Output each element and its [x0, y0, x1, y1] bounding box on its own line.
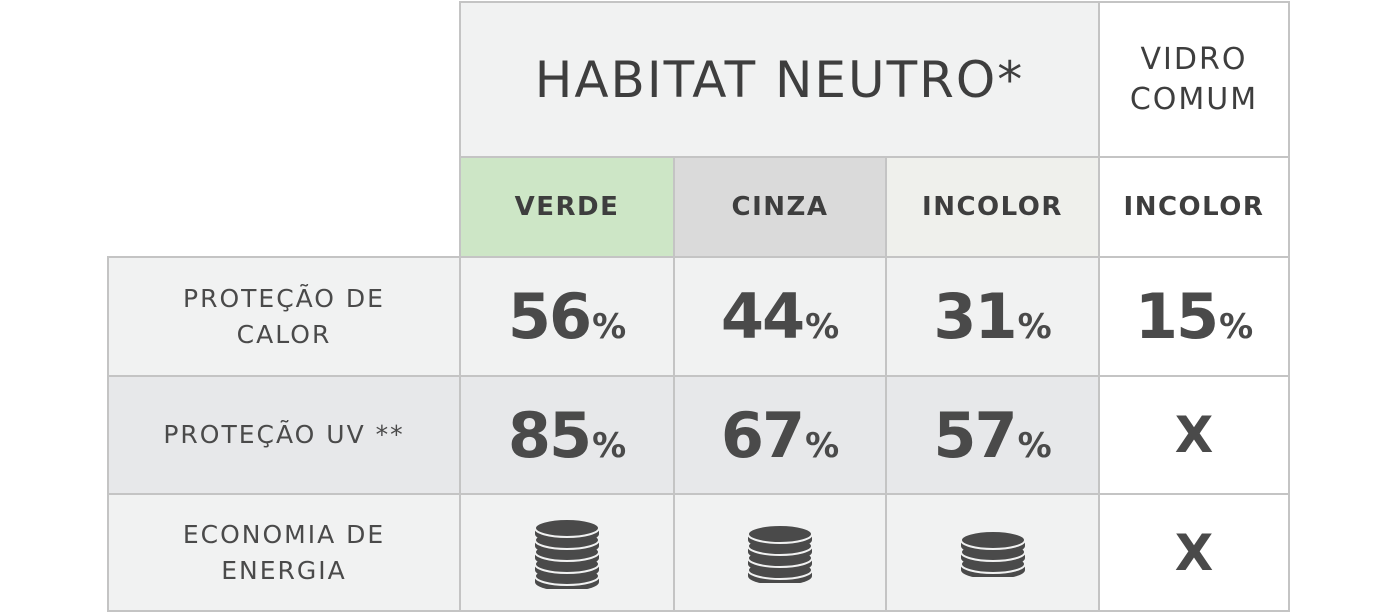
energy-incolor-comum-cell: X [1098, 493, 1290, 612]
heat-verde-value: 56% [507, 280, 627, 353]
coin [534, 517, 600, 538]
habitat-neutro-title: HABITAT NEUTRO* [534, 50, 1025, 109]
coin-stack-svg [534, 517, 600, 589]
row-label-heat-line1: PROTEÇÃO DE [183, 283, 385, 313]
row-label-uv-text: PROTEÇÃO UV ** [163, 420, 405, 449]
heat-cinza-value: 44% [720, 280, 840, 353]
column-label-cinza: CINZA [731, 192, 829, 222]
row-label-heat-line2: CALOR [236, 319, 332, 349]
row-label-energy-line1: ECONOMIA DE [182, 519, 386, 549]
column-header-verde: VERDE [459, 156, 675, 258]
uv-incolor-habitat-value: 57% [933, 398, 1052, 472]
heat-incolor-comum-value: 15% [1134, 280, 1254, 353]
column-label-verde: VERDE [514, 192, 620, 222]
uv-cinza-cell: 67% [673, 375, 887, 495]
column-header-cinza: CINZA [673, 156, 887, 258]
uv-incolor-habitat-cell: 57% [885, 375, 1100, 495]
energy-cinza-cell [673, 493, 887, 612]
energy-incolor-habitat-cell [885, 493, 1100, 612]
coin-stack-svg [747, 523, 813, 583]
heat-verde-cell: 56% [459, 256, 675, 377]
column-label-incolor-habitat: INCOLOR [922, 192, 1063, 222]
uv-verde-cell: 85% [459, 375, 675, 495]
column-label-incolor-comum: INCOLOR [1123, 192, 1265, 222]
coin [959, 529, 1026, 550]
uv-verde-value: 85% [507, 398, 627, 472]
heat-cinza-cell: 44% [673, 256, 887, 377]
coin-stack-svg [959, 529, 1026, 577]
row-label-energy: ECONOMIA DE ENERGIA [107, 493, 461, 612]
heat-incolor-habitat-value: 31% [933, 280, 1052, 353]
row-label-heat: PROTEÇÃO DE CALOR [107, 256, 461, 377]
habitat-neutro-header: HABITAT NEUTRO* [459, 1, 1100, 158]
row-label-uv: PROTEÇÃO UV ** [107, 375, 461, 495]
energy-none-mark: X [1174, 523, 1214, 582]
coin-stack-icon [746, 523, 814, 583]
uv-incolor-comum-cell: X [1098, 375, 1290, 495]
column-header-incolor-habitat: INCOLOR [885, 156, 1100, 258]
coin [747, 523, 813, 544]
heat-incolor-habitat-cell: 31% [885, 256, 1100, 377]
vidro-comum-title-line2: COMUM [1129, 81, 1259, 117]
coin-stack-icon [959, 529, 1027, 577]
uv-none-mark: X [1174, 406, 1214, 464]
vidro-comum-title-line1: VIDRO [1140, 41, 1248, 77]
heat-incolor-comum-cell: 15% [1098, 256, 1290, 377]
vidro-comum-header: VIDRO COMUM [1098, 1, 1290, 158]
coin-stack-icon [533, 517, 601, 589]
column-header-incolor-comum: INCOLOR [1098, 156, 1290, 258]
uv-cinza-value: 67% [720, 398, 840, 472]
energy-verde-cell [459, 493, 675, 612]
row-label-energy-line2: ENERGIA [221, 555, 347, 585]
